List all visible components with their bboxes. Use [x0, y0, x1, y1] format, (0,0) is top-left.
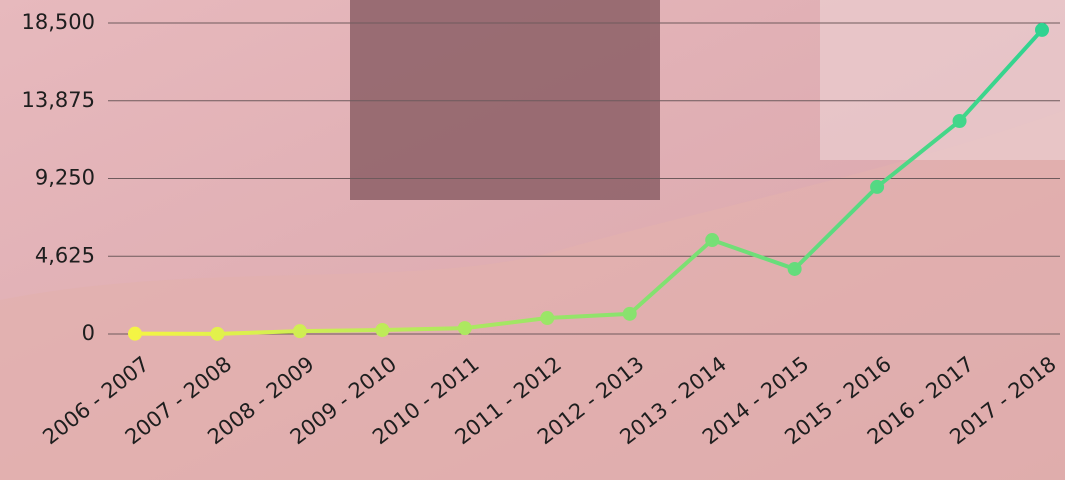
y-tick-label: 13,875 — [22, 88, 95, 112]
y-tick-label: 18,500 — [22, 10, 95, 34]
y-tick-label: 4,625 — [35, 243, 95, 267]
point — [458, 321, 472, 335]
y-tick-label: 9,250 — [35, 166, 95, 190]
point — [1035, 23, 1049, 37]
background-shape — [350, 0, 660, 200]
point — [210, 327, 224, 341]
point — [540, 311, 554, 325]
point — [293, 324, 307, 338]
point — [953, 114, 967, 128]
page: 04,6259,25013,87518,5002006 - 20072007 -… — [0, 0, 1065, 480]
y-tick-label: 0 — [82, 321, 95, 345]
point — [623, 307, 637, 321]
point — [870, 180, 884, 194]
chart: 04,6259,25013,87518,5002006 - 20072007 -… — [0, 0, 1065, 480]
point — [375, 323, 389, 337]
point — [705, 233, 719, 247]
point — [128, 327, 142, 341]
point — [788, 262, 802, 276]
